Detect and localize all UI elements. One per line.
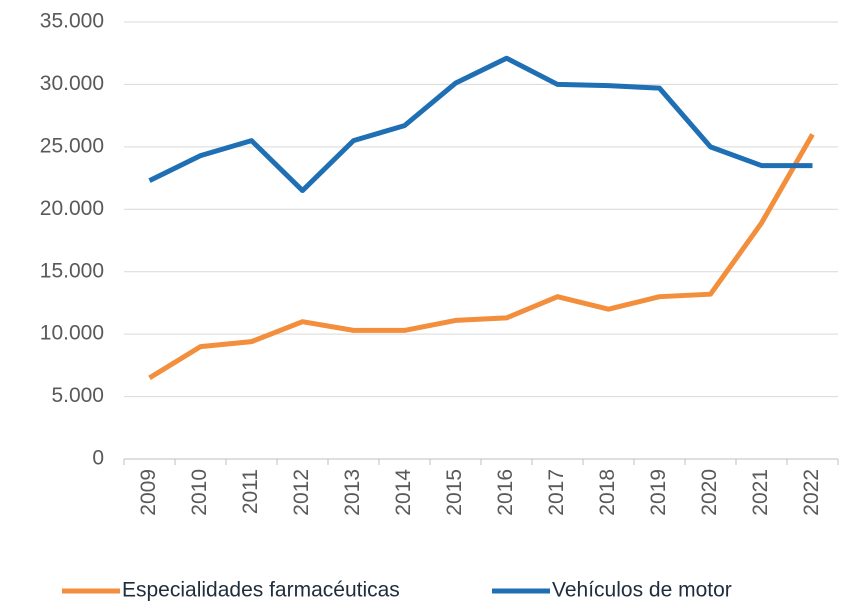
legend-label: Especialidades farmacéuticas — [122, 579, 400, 602]
x-tick-label: 2010 — [188, 469, 211, 516]
x-tick-label: 2021 — [749, 469, 772, 516]
x-tick-label: 2012 — [290, 469, 313, 516]
line-series — [148, 55, 813, 194]
x-tick-label: 2009 — [137, 469, 160, 516]
y-tick-label: 25.000 — [40, 134, 104, 157]
y-tick-label: 30.000 — [40, 72, 104, 95]
legend-label: Vehículos de motor — [552, 579, 732, 602]
y-tick-label: 15.000 — [40, 259, 104, 282]
line-series — [148, 133, 815, 380]
x-tick-label: 2018 — [596, 469, 619, 516]
x-tick-label: 2017 — [545, 469, 568, 516]
x-tick-label: 2013 — [341, 469, 364, 516]
x-tick-label: 2019 — [647, 469, 670, 516]
y-tick-label: 0 — [92, 447, 104, 470]
x-tick-label: 2011 — [239, 469, 262, 514]
x-tick-label: 2020 — [698, 469, 721, 516]
x-tick-label: 2016 — [494, 469, 517, 516]
x-tick-label: 2015 — [443, 469, 466, 516]
y-tick-label: 35.000 — [40, 10, 104, 33]
y-tick-label: 20.000 — [40, 197, 104, 220]
y-tick-label: 5.000 — [51, 384, 104, 407]
x-tick-label: 2014 — [392, 469, 415, 516]
x-tick-label: 2022 — [800, 469, 823, 516]
y-tick-label: 10.000 — [40, 322, 104, 345]
